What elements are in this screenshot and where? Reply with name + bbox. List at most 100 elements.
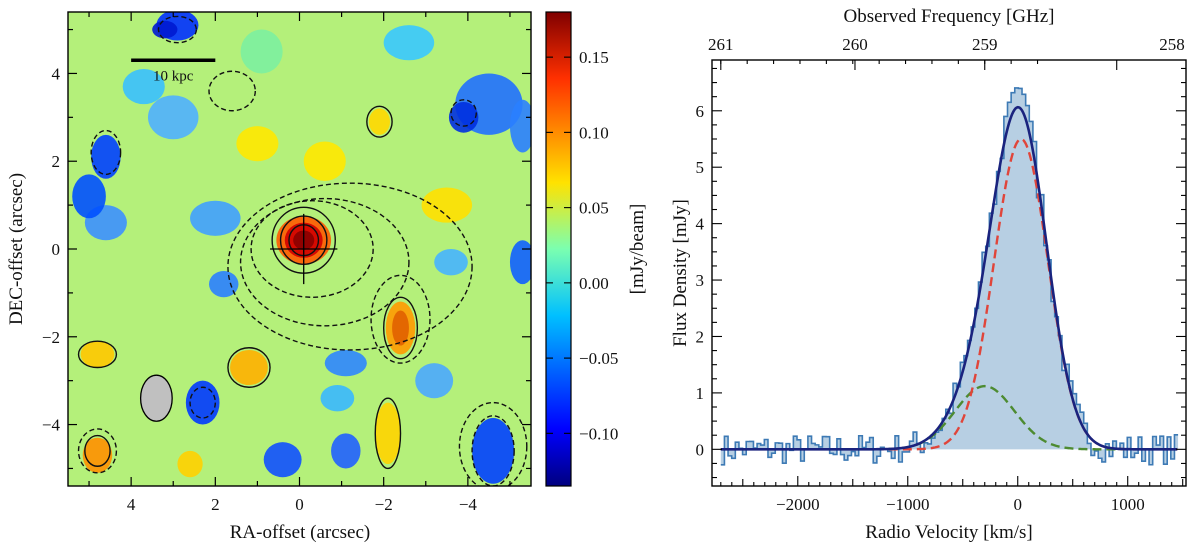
map-noise-blob: [415, 363, 454, 399]
spectrum-y-tick-label: 0: [696, 440, 705, 459]
map-noise-blob: [190, 200, 241, 236]
map-x-tick-label: 4: [127, 495, 136, 514]
map-noise-blob: [230, 349, 268, 386]
map-contour-positive: [374, 397, 402, 470]
beam-ellipse: [139, 374, 173, 422]
spectrum-ticks: [712, 60, 1186, 486]
map-contour-positive: [366, 105, 393, 138]
map-image: [68, 12, 531, 486]
map-y-tick-label: 4: [52, 64, 61, 83]
map-noise-blob: [91, 134, 121, 179]
spectrum-y-tick-label: 4: [696, 215, 705, 234]
map-noise-blob: [324, 349, 367, 377]
map-contour-negative: [239, 197, 410, 327]
map-y-tick-label: 2: [52, 152, 61, 171]
map-noise-blob: [240, 29, 283, 74]
map-noise-blob: [331, 433, 361, 469]
spectrum-ylabel: Flux Density [mJy]: [670, 199, 691, 347]
map-noise-blob: [236, 126, 279, 162]
map-contour-negative: [227, 182, 473, 351]
map-x-tick-label: −2: [375, 495, 393, 514]
map-x-tick-label: 2: [211, 495, 220, 514]
scale-bar-label: 10 kpc: [153, 68, 194, 84]
map-noise-blob: [421, 187, 473, 223]
map-noise-blob: [80, 341, 115, 368]
map-noise-blob: [320, 385, 355, 412]
map-y-tick-label: 0: [52, 240, 61, 259]
map-contour-positive: [382, 296, 419, 360]
map-contour-negative: [450, 99, 477, 127]
colorbar-tick-label: −0.05: [579, 349, 618, 368]
map-blobs: [72, 12, 531, 484]
map-x-tick-label: −4: [459, 495, 478, 514]
map-x-tick-label: 0: [295, 495, 304, 514]
spectrum-top-tick-label: 258: [1159, 35, 1185, 54]
spectrum-x-tick-label: 1000: [1111, 495, 1145, 514]
spectrum-y-tick-label: 1: [696, 384, 705, 403]
map-contour-negative: [208, 70, 257, 112]
map-contour-positive: [84, 434, 111, 467]
map-ylabel: DEC-offset (arcsec): [6, 173, 27, 325]
map-noise-blob: [472, 417, 515, 484]
map-noise-blob: [434, 248, 468, 276]
map-noise-blob: [152, 20, 178, 39]
map-noise-blob: [303, 141, 346, 181]
colorbar: [545, 11, 572, 487]
spectrum-top-tick-label: 261: [708, 35, 734, 54]
spectrum-top-xlabel: Observed Frequency [GHz]: [843, 6, 1054, 27]
map-noise-blob: [122, 69, 165, 105]
map-contour-positive: [77, 340, 118, 369]
spectrum-y-tick-label: 5: [696, 158, 705, 177]
map-contour-positive: [227, 347, 271, 388]
map-noise-blob: [509, 240, 531, 285]
map-contour-negative: [250, 200, 374, 298]
map-contour-negative: [90, 129, 122, 176]
spectrum-y-tick-label: 3: [696, 271, 705, 290]
map-ticks: [68, 12, 531, 486]
spectrum-x-tick-label: −2000: [776, 495, 820, 514]
map-xlabel: RA-offset (arcsec): [230, 522, 371, 543]
colorbar-tick-label: −0.10: [579, 424, 618, 443]
map-contour-negative: [77, 428, 118, 474]
map-tick-labels: 4 2 0 −2 −4 4 2 0 −2 −4: [42, 64, 477, 514]
spectrum-frame: [711, 59, 1187, 487]
map-panel: 4 2 0 −2 −4 4 2 0 −2 −4 RA-offset (arcsec) DEC-of…: [6, 11, 648, 543]
spectrum-y-tick-label: 6: [696, 102, 705, 121]
colorbar-label: [mJy/beam]: [627, 204, 648, 295]
colorbar-tick-label: 0.00: [579, 274, 609, 293]
spectrum-x-tick-label: 0: [1013, 495, 1022, 514]
spectrum-panel: −2000 −1000 0 1000 0 1 2 3 4 5 6 261 260 259 258 Radio…: [670, 6, 1187, 543]
map-contour-negative: [370, 274, 431, 364]
total-fit-curve: [720, 105, 1178, 451]
spectrum-y-tick-label: 2: [696, 327, 705, 346]
map-noise-blob: [383, 25, 435, 61]
map-noise-blob: [209, 270, 239, 298]
map-y-tick-label: −2: [42, 328, 60, 347]
map-contour-negative: [157, 15, 198, 44]
map-noise-blob: [177, 450, 203, 478]
colorbar-tick-labels: 0.15 0.10 0.05 0.00 −0.05 −0.10: [579, 48, 618, 443]
map-noise-blob: [368, 108, 390, 135]
spectrum-plot: [720, 87, 1179, 466]
colorbar-tick-label: 0.05: [579, 199, 609, 218]
map-noise-blob: [72, 174, 106, 219]
map-noise-blob: [509, 99, 531, 153]
spectrum-xlabel: Radio Velocity [km/s]: [865, 522, 1032, 543]
colorbar-tick-label: 0.10: [579, 123, 609, 142]
spectrum-top-tick-label: 259: [972, 35, 998, 54]
narrow-component-curve: [720, 137, 1178, 451]
map-contour-negative: [189, 386, 217, 419]
map-contour-negative: [458, 401, 528, 486]
map-noise-blob: [448, 101, 479, 133]
map-noise-blob: [147, 95, 199, 140]
map-noise-blob: [392, 310, 409, 346]
spectrum-tick-labels: −2000 −1000 0 1000 0 1 2 3 4 5 6 261 260 259 258: [696, 35, 1185, 514]
map-contours: [77, 15, 528, 486]
map-noise-blob: [375, 402, 401, 465]
spectrum-x-tick-label: −1000: [886, 495, 930, 514]
spectrum-top-tick-label: 260: [842, 35, 868, 54]
colorbar-tick-label: 0.15: [579, 48, 609, 67]
colorbar-ticks: [546, 56, 571, 434]
map-y-tick-label: −4: [42, 416, 61, 435]
